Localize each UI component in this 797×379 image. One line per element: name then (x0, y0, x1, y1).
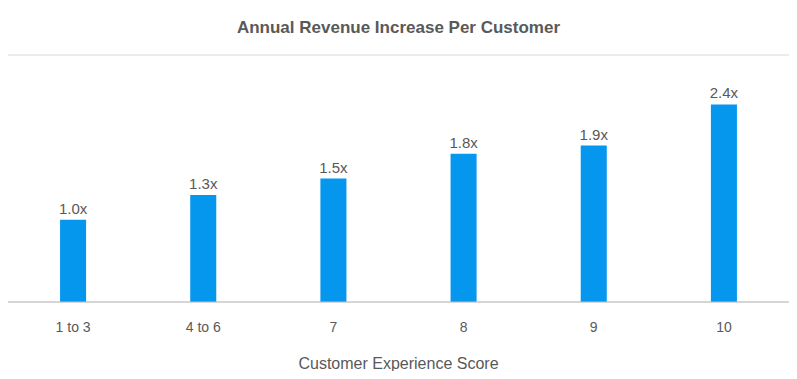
svg-text:1 to 3: 1 to 3 (56, 319, 91, 335)
svg-text:10: 10 (716, 319, 732, 335)
svg-text:2.4x: 2.4x (710, 84, 739, 101)
svg-text:Customer Experience Score: Customer Experience Score (298, 355, 498, 371)
svg-text:1.9x: 1.9x (580, 126, 609, 143)
svg-text:1.8x: 1.8x (449, 134, 478, 151)
svg-text:8: 8 (460, 319, 468, 335)
svg-text:1.0x: 1.0x (59, 200, 88, 217)
svg-text:1.5x: 1.5x (319, 159, 348, 176)
svg-text:7: 7 (330, 319, 338, 335)
svg-text:1.3x: 1.3x (189, 175, 218, 192)
svg-text:4 to 6: 4 to 6 (186, 319, 221, 335)
svg-text:9: 9 (590, 319, 598, 335)
html-text:Annual Revenue Increase Per Cu: Annual Revenue Increase Per Customer (236, 18, 561, 37)
